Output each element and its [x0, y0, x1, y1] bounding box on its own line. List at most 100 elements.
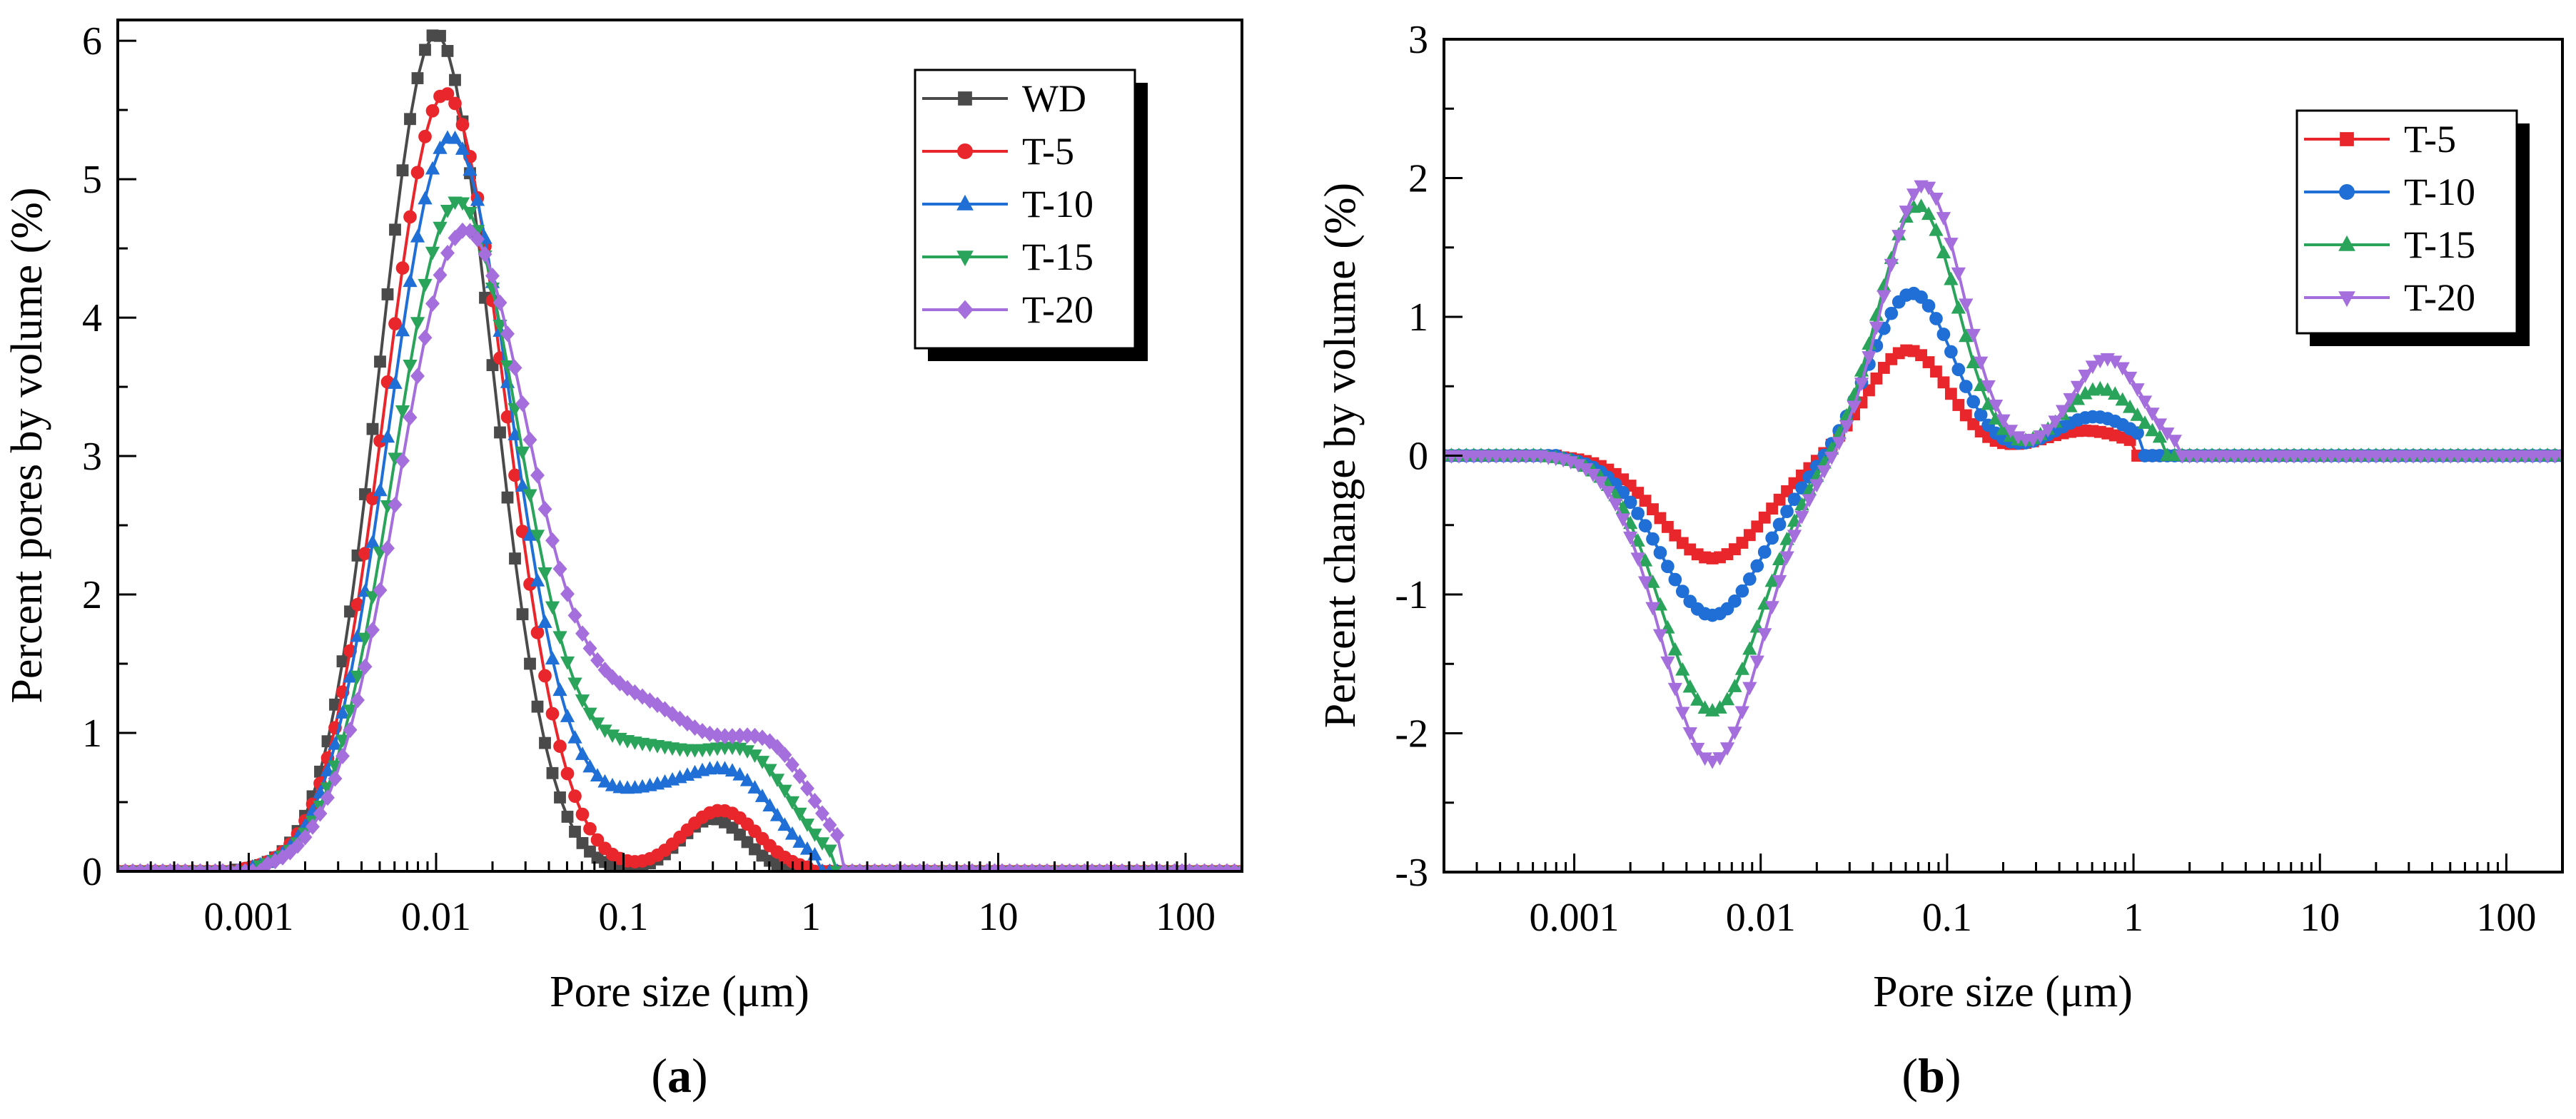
data-point [328, 770, 343, 787]
legend-a: WD T-5 T-10 T-15 T-20 [914, 69, 1148, 361]
data-point [1630, 533, 1645, 547]
x-tick-label: 0.001 [203, 895, 293, 939]
x-tick-label: 0.1 [598, 895, 648, 939]
data-point [455, 197, 470, 211]
data-point [1235, 863, 1242, 871]
legend-item-wd: WD [922, 77, 1086, 120]
data-point [1667, 642, 1682, 656]
data-point [455, 141, 470, 155]
data-point [1921, 299, 1936, 313]
data-point [1809, 479, 1824, 493]
data-point [1936, 212, 1951, 226]
data-point [1951, 267, 1966, 281]
data-point [418, 278, 433, 293]
data-point [1638, 519, 1652, 533]
data-point [552, 682, 567, 697]
data-point [395, 261, 410, 275]
data-point [2160, 427, 2175, 441]
legend-label: T-5 [2404, 118, 2456, 161]
data-point [433, 221, 448, 236]
data-point [2085, 360, 2100, 375]
data-point [1630, 552, 1645, 567]
data-point [1742, 682, 1757, 696]
y-tick-label: -3 [1395, 851, 1428, 895]
data-point [440, 87, 455, 101]
data-point [1652, 629, 1668, 643]
data-point [2115, 392, 2130, 406]
data-point [1727, 679, 1742, 692]
data-point [1766, 502, 1779, 515]
data-point [2055, 405, 2071, 419]
data-point [657, 701, 672, 718]
data-point [463, 223, 478, 240]
data-point [545, 601, 560, 615]
data-point [1891, 230, 1906, 243]
y-tick-label: 5 [82, 158, 102, 202]
legend-label: T-10 [1022, 183, 1093, 226]
data-point [1712, 700, 1727, 714]
data-point [792, 767, 807, 784]
data-point [590, 652, 605, 669]
data-point [545, 707, 560, 721]
series-t-20 [1444, 180, 2562, 769]
data-point [785, 756, 799, 773]
y-tick-label: 4 [82, 296, 102, 340]
data-point [522, 431, 537, 448]
data-point [560, 709, 575, 722]
x-tick-label: 1 [2123, 896, 2143, 940]
legend-marker [958, 91, 972, 106]
data-point [516, 608, 529, 621]
data-point [1742, 572, 1757, 586]
data-point [2115, 362, 2130, 376]
data-point [552, 560, 567, 577]
data-point [425, 103, 440, 118]
data-point [1847, 400, 1862, 415]
data-point [567, 677, 582, 692]
data-point [470, 192, 485, 206]
data-point [1647, 503, 1659, 516]
y-tick-label: 3 [82, 435, 102, 479]
data-point [388, 317, 402, 331]
data-point [1936, 328, 1951, 341]
data-point [582, 640, 597, 657]
data-point [553, 739, 567, 754]
data-point [2078, 370, 2093, 383]
data-point [1929, 222, 1944, 236]
legend-label: T-20 [1022, 288, 1093, 331]
data-point [815, 805, 829, 822]
data-point [680, 715, 694, 732]
data-point [328, 736, 343, 750]
data-point [403, 210, 417, 224]
data-point [538, 669, 552, 683]
chart-panel-a: 0.001 0.01 0.1 1 10 100 0 1 2 3 4 5 6 WD T-5 T-10 T-15 T… [3, 19, 1243, 1103]
data-point [1929, 193, 1944, 206]
data-point [253, 863, 268, 871]
data-point [388, 375, 403, 389]
data-point [1682, 679, 1697, 693]
data-point [612, 674, 627, 692]
data-point [1749, 655, 1764, 669]
data-point [410, 317, 425, 330]
data-point [380, 429, 395, 443]
data-point [537, 614, 552, 628]
data-point [320, 789, 335, 806]
data-point [1906, 188, 1921, 202]
data-point [411, 72, 424, 84]
data-point [381, 288, 394, 300]
data-point [500, 325, 515, 343]
x-tick-label: 0.001 [1530, 896, 1620, 940]
data-point [597, 662, 612, 679]
data-point [410, 228, 425, 243]
data-point [425, 161, 440, 175]
data-point [554, 791, 566, 804]
data-point [389, 223, 401, 236]
legend-box [914, 69, 1136, 350]
data-point [1839, 420, 1854, 434]
data-point [507, 359, 522, 376]
data-point [1870, 372, 1883, 385]
data-point [1877, 290, 1891, 304]
data-point [807, 793, 822, 809]
data-point [560, 585, 575, 602]
data-point [1959, 328, 1974, 343]
data-point [1660, 656, 1675, 670]
